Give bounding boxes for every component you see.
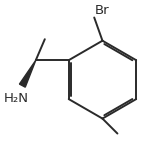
Text: Br: Br	[95, 4, 110, 17]
Polygon shape	[19, 60, 36, 87]
Text: H₂N: H₂N	[4, 92, 29, 105]
